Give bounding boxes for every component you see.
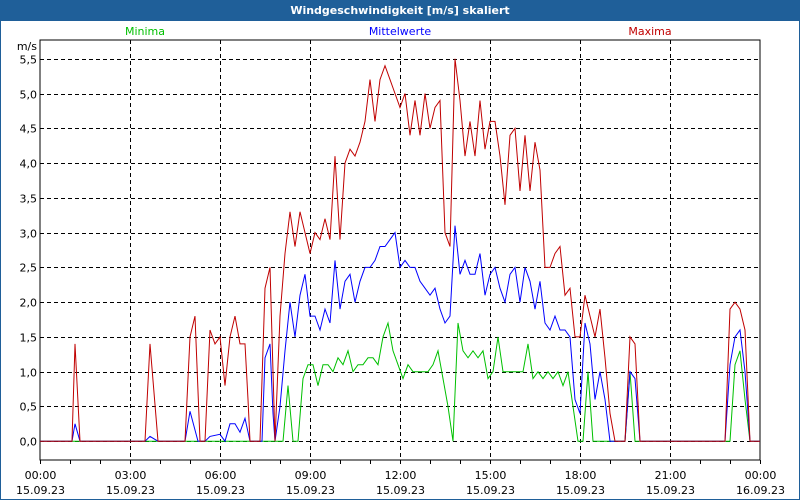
x-tick-date: 15.09.23 <box>466 484 515 497</box>
y-tick-label: 4,5 <box>20 123 38 136</box>
x-tick-date: 15.09.23 <box>196 484 245 497</box>
x-tick-time: 21:00 <box>655 469 687 482</box>
y-tick-label: 5,5 <box>20 54 38 67</box>
y-tick-label: 2,5 <box>20 262 38 275</box>
window-title: Windgeschwindigkeit [m/s] skaliert <box>1 1 799 21</box>
y-tick-label: 0,5 <box>20 401 38 414</box>
x-tick-date: 15.09.23 <box>106 484 155 497</box>
x-tick-time: 15:00 <box>475 469 507 482</box>
series-line-minima <box>40 321 760 442</box>
legend-maxima: Maxima <box>628 25 671 38</box>
y-tick-label: 3,5 <box>20 193 38 206</box>
y-tick-label: 0,0 <box>20 436 38 449</box>
y-tick-label: 5,0 <box>20 89 38 102</box>
x-tick-date: 15.09.23 <box>646 484 695 497</box>
x-tick-time: 18:00 <box>565 469 597 482</box>
x-tick-date: 15.09.23 <box>376 484 425 497</box>
x-tick-date: 15.09.23 <box>16 484 65 497</box>
x-tick-date: 16.09.23 <box>736 484 785 497</box>
legend-minima: Minima <box>125 25 165 38</box>
y-tick-label: 2,0 <box>20 297 38 310</box>
series-line-mittelwerte <box>40 225 760 443</box>
series-line-maxima <box>40 58 760 442</box>
legend-mittelwerte: Mittelwerte <box>369 25 432 38</box>
y-tick-label: 1,0 <box>20 367 38 380</box>
x-tick-date: 15.09.23 <box>286 484 335 497</box>
x-tick-time: 00:00 <box>745 469 777 482</box>
y-axis-label: m/s <box>17 40 37 53</box>
y-tick-label: 4,0 <box>20 158 38 171</box>
x-tick-time: 03:00 <box>115 469 147 482</box>
grid <box>40 40 760 460</box>
series-lines <box>40 58 760 443</box>
y-tick-label: 3,0 <box>20 228 38 241</box>
x-tick-time: 12:00 <box>385 469 417 482</box>
y-tick-label: 1,5 <box>20 332 38 345</box>
x-tick-time: 00:00 <box>25 469 57 482</box>
x-tick-time: 06:00 <box>205 469 237 482</box>
axes: 0,0 0,5 1,0 1,5 2,0 2,5 3,0 3,5 4,0 4,5 5,0 5,5 00:0… <box>16 54 785 498</box>
x-tick-date: 15.09.23 <box>556 484 605 497</box>
x-tick-time: 09:00 <box>295 469 327 482</box>
